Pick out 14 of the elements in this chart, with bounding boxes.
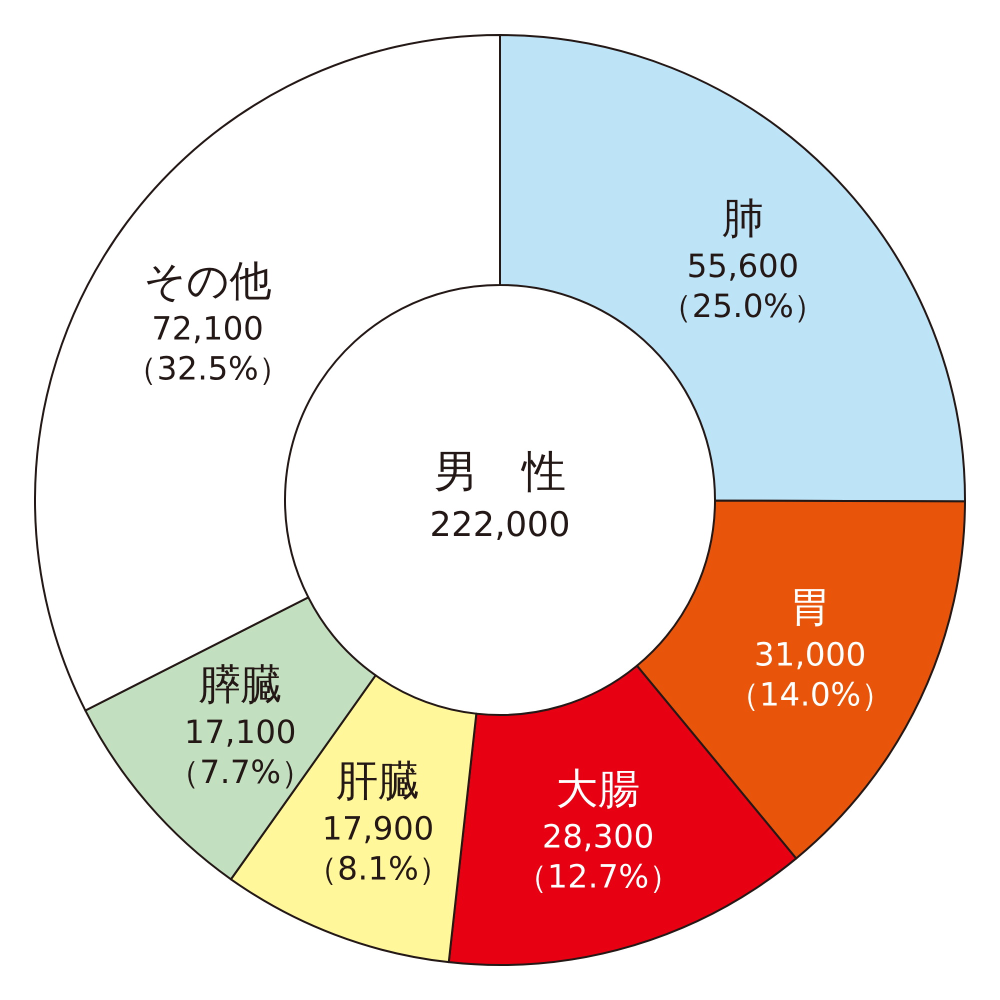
data-label: 72,100 （32.5%）	[124, 310, 290, 388]
data-label: 31,000 （14.0%）	[727, 636, 893, 714]
slice-label: 大腸	[556, 764, 640, 814]
slice-label: 膵臓	[198, 660, 282, 709]
slice-label: 胃	[789, 582, 832, 632]
slice-label: 肺	[722, 193, 764, 242]
slice-label: 肝臓	[336, 756, 420, 806]
data-label: 28,300 （12.7%）	[515, 818, 681, 896]
data-label: 55,600 （25.0%）	[660, 246, 826, 325]
data-label: 17,900 （8.1%）	[305, 810, 451, 888]
data-label: 17,100 （7.7%）	[168, 713, 313, 792]
slice-label: その他	[144, 256, 272, 306]
text: 222,000	[430, 505, 570, 545]
text: 男 性	[434, 446, 566, 498]
